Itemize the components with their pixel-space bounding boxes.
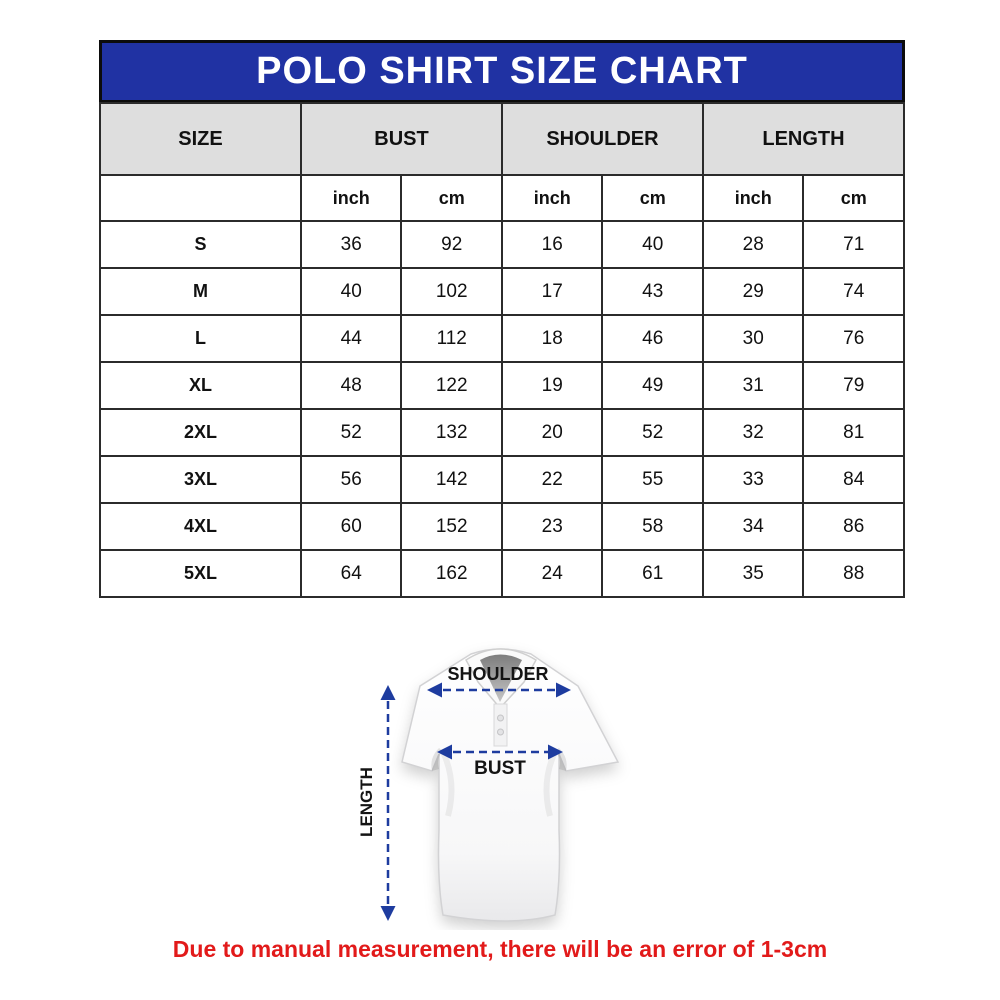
measurement-cell: 132 bbox=[400, 408, 503, 457]
measurement-cell: 74 bbox=[802, 267, 905, 316]
measurement-cell: 23 bbox=[500, 502, 604, 551]
table-row: 4XL 60 152 23 58 34 86 bbox=[99, 502, 905, 551]
measurement-cell: 86 bbox=[802, 502, 905, 551]
measurement-cell: 64 bbox=[299, 549, 403, 598]
measurement-cell: 16 bbox=[500, 220, 604, 269]
measurement-cell: 76 bbox=[802, 314, 905, 363]
polo-shirt-illustration: SHOULDER BUST LENGTH bbox=[357, 648, 620, 922]
size-label-cell: M bbox=[99, 267, 302, 316]
header-bust: BUST bbox=[299, 102, 503, 176]
measurement-cell: 49 bbox=[601, 361, 704, 410]
measurement-cell: 52 bbox=[299, 408, 403, 457]
bust-label: BUST bbox=[474, 758, 526, 779]
measurement-cell: 71 bbox=[802, 220, 905, 269]
size-label-cell: 5XL bbox=[99, 549, 302, 598]
measurement-cell: 56 bbox=[299, 455, 403, 504]
page-title: POLO SHIRT SIZE CHART bbox=[256, 50, 748, 92]
header-length: LENGTH bbox=[701, 102, 906, 176]
measurement-cell: 79 bbox=[802, 361, 905, 410]
measurement-cell: 29 bbox=[701, 267, 805, 316]
measurement-cell: 122 bbox=[400, 361, 503, 410]
unit-header-cell: inch bbox=[299, 174, 403, 222]
measurement-cell: 152 bbox=[400, 502, 503, 551]
measurement-diagram: SHOULDER BUST LENGTH bbox=[340, 630, 680, 930]
measurement-cell: 40 bbox=[601, 220, 704, 269]
measurement-cell: 17 bbox=[500, 267, 604, 316]
measurement-cell: 35 bbox=[701, 549, 805, 598]
unit-header-cell: cm bbox=[400, 174, 503, 222]
size-chart-block: POLO SHIRT SIZE CHART SIZE BUST SHOULDER… bbox=[99, 40, 906, 598]
size-label-cell: S bbox=[99, 220, 302, 269]
size-label-cell: L bbox=[99, 314, 302, 363]
unit-header-cell: cm bbox=[601, 174, 704, 222]
polo-shirt-shape bbox=[401, 648, 620, 922]
measurement-cell: 142 bbox=[400, 455, 503, 504]
measurement-cell: 36 bbox=[299, 220, 403, 269]
measurement-cell: 55 bbox=[601, 455, 704, 504]
unit-header-row: inch cm inch cm inch cm bbox=[99, 174, 905, 222]
measurement-cell: 28 bbox=[701, 220, 805, 269]
table-row: L 44 112 18 46 30 76 bbox=[99, 314, 905, 363]
shoulder-label: SHOULDER bbox=[447, 664, 548, 684]
measurement-cell: 162 bbox=[400, 549, 503, 598]
disclaimer-text: Due to manual measurement, there will be… bbox=[172, 936, 828, 962]
table-row: 5XL 64 162 24 61 35 88 bbox=[99, 549, 905, 598]
measurement-cell: 22 bbox=[500, 455, 604, 504]
unit-header-cell: inch bbox=[701, 174, 805, 222]
header-size: SIZE bbox=[99, 102, 302, 176]
size-label-cell: 2XL bbox=[99, 408, 302, 457]
measurement-cell: 88 bbox=[802, 549, 905, 598]
group-header-row: SIZE BUST SHOULDER LENGTH bbox=[99, 102, 906, 176]
table-row: 3XL 56 142 22 55 33 84 bbox=[99, 455, 905, 504]
size-label-cell: 4XL bbox=[99, 502, 302, 551]
measurement-cell: 60 bbox=[299, 502, 403, 551]
length-label: LENGTH bbox=[357, 767, 376, 837]
measurement-cell: 102 bbox=[400, 267, 503, 316]
measurement-cell: 19 bbox=[500, 361, 604, 410]
measurement-cell: 92 bbox=[400, 220, 503, 269]
measurement-cell: 48 bbox=[299, 361, 403, 410]
measurement-cell: 24 bbox=[500, 549, 604, 598]
measurement-cell: 58 bbox=[601, 502, 704, 551]
table-row: S 36 92 16 40 28 71 bbox=[99, 220, 905, 269]
header-shoulder: SHOULDER bbox=[500, 102, 704, 176]
measurement-cell: 33 bbox=[701, 455, 805, 504]
measurement-cell: 43 bbox=[601, 267, 704, 316]
measurement-cell: 18 bbox=[500, 314, 604, 363]
measurement-cell: 34 bbox=[701, 502, 805, 551]
unit-header-cell: cm bbox=[802, 174, 905, 222]
size-label-cell: XL bbox=[99, 361, 302, 410]
size-table: SIZE BUST SHOULDER LENGTH inch cm inch c… bbox=[99, 102, 906, 598]
measurement-cell: 81 bbox=[802, 408, 905, 457]
unit-header-empty bbox=[99, 174, 302, 222]
measurement-cell: 32 bbox=[701, 408, 805, 457]
table-row: 2XL 52 132 20 52 32 81 bbox=[99, 408, 905, 457]
measurement-cell: 40 bbox=[299, 267, 403, 316]
table-row: XL 48 122 19 49 31 79 bbox=[99, 361, 905, 410]
measurement-cell: 112 bbox=[400, 314, 503, 363]
measurement-cell: 30 bbox=[701, 314, 805, 363]
measurement-cell: 44 bbox=[299, 314, 403, 363]
measurement-cell: 20 bbox=[500, 408, 604, 457]
measurement-cell: 84 bbox=[802, 455, 905, 504]
measurement-cell: 31 bbox=[701, 361, 805, 410]
unit-header-cell: inch bbox=[500, 174, 604, 222]
table-row: M 40 102 17 43 29 74 bbox=[99, 267, 905, 316]
measurement-cell: 46 bbox=[601, 314, 704, 363]
measurement-cell: 52 bbox=[601, 408, 704, 457]
measurement-cell: 61 bbox=[601, 549, 704, 598]
size-label-cell: 3XL bbox=[99, 455, 302, 504]
chart-title-bar: POLO SHIRT SIZE CHART bbox=[99, 40, 905, 103]
